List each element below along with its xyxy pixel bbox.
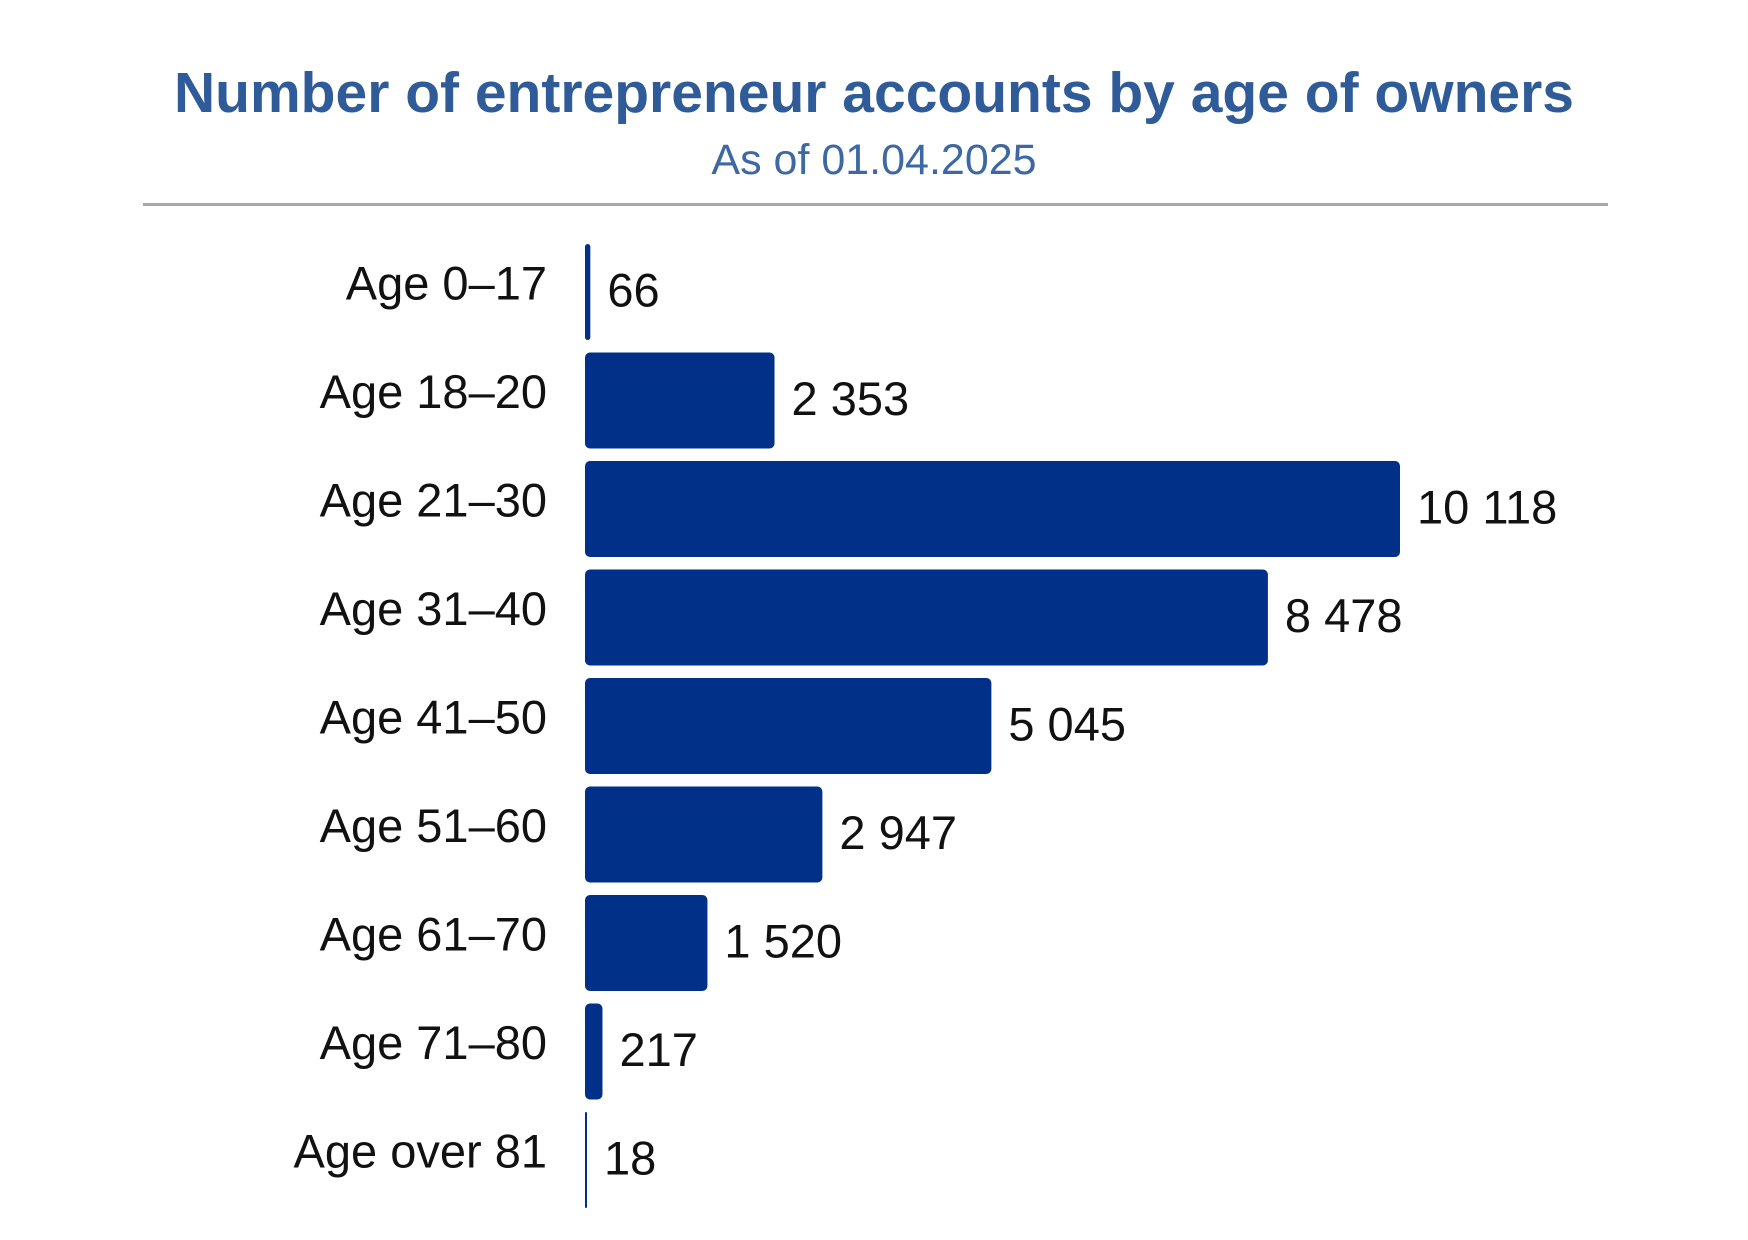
category-label: Age 21–30	[320, 473, 547, 526]
value-label: 5 045	[1008, 697, 1126, 750]
value-label: 66	[607, 263, 659, 316]
chart-title: Number of entrepreneur accounts by age o…	[174, 61, 1574, 125]
bar	[585, 244, 591, 340]
value-label: 217	[619, 1023, 697, 1076]
bar	[585, 678, 992, 774]
value-label: 2 353	[792, 372, 910, 425]
bar	[585, 1003, 603, 1100]
category-label: Age 51–60	[320, 799, 547, 852]
category-label: Age 0–17	[346, 256, 547, 309]
chart-subtitle: As of 01.04.2025	[711, 136, 1037, 184]
value-label: 10 118	[1417, 480, 1557, 533]
category-label: Age 31–40	[320, 582, 547, 635]
bar	[585, 895, 708, 991]
bar	[585, 786, 823, 883]
category-label: Age 41–50	[320, 690, 547, 743]
category-label: Age over 81	[294, 1124, 547, 1177]
title-divider	[143, 203, 1608, 206]
bar	[585, 1112, 587, 1208]
category-label: Age 71–80	[320, 1016, 547, 1069]
bar	[585, 461, 1400, 557]
category-label: Age 61–70	[320, 907, 547, 960]
bar	[585, 569, 1268, 666]
value-label: 8 478	[1285, 589, 1403, 642]
bar	[585, 352, 775, 449]
category-label: Age 18–20	[320, 365, 547, 418]
value-label: 2 947	[839, 806, 957, 859]
value-label: 1 520	[724, 914, 842, 967]
value-label: 18	[604, 1131, 656, 1184]
